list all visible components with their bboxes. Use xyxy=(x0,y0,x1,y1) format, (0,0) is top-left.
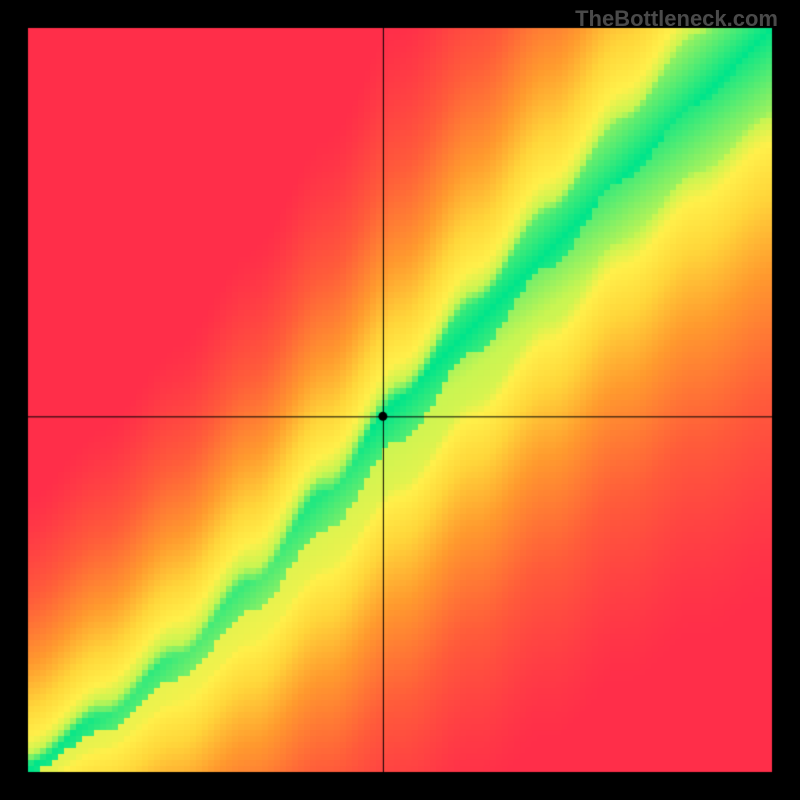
watermark-text: TheBottleneck.com xyxy=(575,6,778,32)
chart-container: TheBottleneck.com xyxy=(0,0,800,800)
heatmap-canvas xyxy=(0,0,800,800)
